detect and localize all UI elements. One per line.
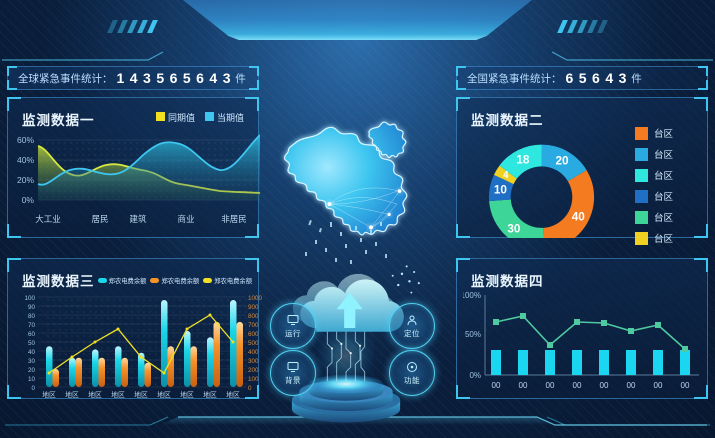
svg-text:00: 00	[654, 381, 663, 390]
svg-text:商业: 商业	[177, 214, 194, 224]
svg-text:20: 20	[28, 367, 36, 374]
svg-text:00: 00	[573, 381, 582, 390]
svg-text:50: 50	[28, 340, 36, 347]
svg-text:20%: 20%	[17, 175, 34, 185]
svg-text:地区: 地区	[134, 390, 148, 399]
svg-text:建筑: 建筑	[129, 214, 147, 224]
svg-text:90: 90	[28, 304, 36, 311]
svg-text:地区: 地区	[111, 390, 125, 399]
svg-text:地区: 地区	[226, 390, 240, 399]
svg-text:4: 4	[503, 170, 509, 181]
svg-text:地区: 地区	[42, 390, 56, 399]
svg-text:18: 18	[516, 154, 530, 167]
svg-text:80: 80	[28, 313, 36, 320]
svg-text:700: 700	[248, 322, 259, 329]
svg-text:900: 900	[248, 304, 259, 311]
svg-text:800: 800	[248, 313, 259, 320]
svg-text:非居民: 非居民	[221, 214, 247, 224]
svg-text:大工业: 大工业	[35, 214, 61, 224]
svg-text:40: 40	[572, 211, 586, 224]
svg-text:0: 0	[31, 385, 35, 392]
svg-text:地区: 地区	[65, 390, 79, 399]
svg-text:300: 300	[248, 358, 259, 365]
svg-text:00: 00	[627, 381, 636, 390]
svg-text:00: 00	[546, 381, 555, 390]
svg-text:1000: 1000	[248, 295, 263, 302]
svg-text:地区: 地区	[180, 390, 194, 399]
svg-text:地区: 地区	[203, 390, 217, 399]
svg-text:500: 500	[248, 340, 259, 347]
svg-text:00: 00	[492, 381, 501, 390]
svg-text:60%: 60%	[17, 135, 34, 145]
svg-text:00: 00	[681, 381, 690, 390]
svg-text:50%: 50%	[465, 330, 481, 339]
svg-text:00: 00	[519, 381, 528, 390]
svg-text:30: 30	[28, 358, 36, 365]
svg-text:10: 10	[28, 376, 36, 383]
svg-text:00: 00	[600, 381, 609, 390]
svg-text:100: 100	[248, 376, 259, 383]
svg-text:20: 20	[556, 155, 570, 168]
svg-text:60: 60	[28, 331, 36, 338]
svg-text:30: 30	[507, 222, 521, 235]
svg-text:200: 200	[248, 367, 259, 374]
svg-text:地区: 地区	[157, 390, 171, 399]
svg-text:600: 600	[248, 331, 259, 338]
svg-text:0%: 0%	[469, 371, 481, 380]
svg-text:0: 0	[248, 385, 252, 392]
svg-text:0%: 0%	[22, 195, 35, 205]
svg-text:40%: 40%	[17, 155, 34, 165]
svg-text:100%: 100%	[463, 291, 481, 300]
svg-text:40: 40	[28, 349, 36, 356]
svg-text:10: 10	[494, 184, 508, 197]
svg-text:100: 100	[24, 295, 35, 302]
svg-text:地区: 地区	[88, 390, 102, 399]
svg-text:400: 400	[248, 349, 259, 356]
svg-text:居民: 居民	[91, 214, 108, 224]
svg-text:70: 70	[28, 322, 36, 329]
